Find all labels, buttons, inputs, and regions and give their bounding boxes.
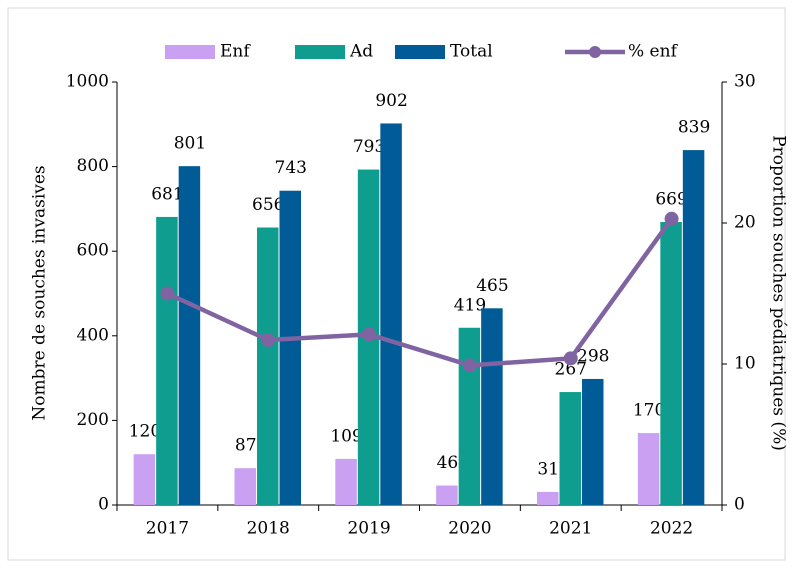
- y2-tick-label: 30: [734, 72, 756, 92]
- legend-swatch-marker: [589, 46, 601, 58]
- bar-value-label: 669: [655, 190, 687, 210]
- bar: [481, 308, 503, 505]
- x-tick-label: 2019: [347, 519, 390, 539]
- line-series: [166, 217, 674, 368]
- bar-value-label: 801: [174, 134, 206, 154]
- bar-value-label: 267: [555, 360, 587, 380]
- bar: [637, 433, 660, 505]
- chart-frame: [7, 7, 786, 561]
- legend-swatch: [165, 45, 215, 59]
- line-marker: [664, 211, 679, 226]
- y2-tick-label: 20: [734, 213, 756, 233]
- bar: [133, 454, 156, 505]
- bar-value-label: 902: [375, 91, 407, 111]
- bar: [257, 227, 279, 505]
- bar: [660, 222, 682, 505]
- y-tick-label: 0: [98, 495, 109, 515]
- bar: [279, 190, 301, 505]
- legend-label: Enf: [220, 42, 251, 62]
- bar: [458, 327, 481, 505]
- line-marker: [160, 286, 175, 301]
- bar: [537, 491, 559, 505]
- bar-value-label: 87: [235, 436, 257, 456]
- x-tick-label: 2020: [448, 519, 491, 539]
- bar: [436, 485, 458, 505]
- bar-value-label: 419: [454, 295, 486, 315]
- y-tick-label: 800: [77, 156, 109, 176]
- bar: [380, 123, 402, 505]
- line-marker: [563, 351, 578, 366]
- bar-value-label: 109: [330, 426, 362, 446]
- bar-value-label: 298: [577, 346, 609, 366]
- bar: [178, 166, 201, 505]
- y2-tick-label: 0: [734, 495, 745, 515]
- legend-label: Total: [450, 42, 493, 62]
- bar: [335, 458, 357, 505]
- y-tick-label: 600: [77, 241, 109, 261]
- bar: [156, 216, 178, 505]
- y-tick-label: 400: [77, 325, 109, 345]
- bar-value-label: 839: [678, 118, 710, 138]
- bar-value-label: 465: [476, 276, 508, 296]
- line-marker: [362, 327, 377, 342]
- legend-label: Ad: [349, 42, 373, 62]
- bar-value-label: 170: [633, 401, 665, 421]
- legend-label: % enf: [628, 42, 679, 62]
- x-tick-label: 2021: [549, 519, 592, 539]
- x-tick-label: 2022: [650, 519, 693, 539]
- bar-value-label: 46: [437, 453, 459, 473]
- y-axis-label: Nombre de souches invasives: [30, 165, 50, 420]
- bar: [559, 392, 581, 505]
- legend-swatch: [395, 45, 445, 59]
- y2-tick-label: 10: [734, 354, 756, 374]
- bar-value-label: 656: [252, 195, 284, 215]
- bar: [682, 150, 705, 505]
- bar-value-label: 120: [129, 422, 161, 442]
- bar-value-label: 681: [151, 184, 183, 204]
- legend-swatch: [295, 45, 345, 59]
- bar-value-label: 793: [353, 137, 385, 157]
- x-tick-label: 2017: [146, 519, 189, 539]
- y2-axis-label: Proportion souches pédiatriques (%): [769, 135, 789, 451]
- y-tick-label: 200: [77, 410, 109, 430]
- bar-value-label: 743: [275, 158, 307, 178]
- x-tick-label: 2018: [247, 519, 290, 539]
- bar: [234, 468, 256, 505]
- line-marker: [462, 358, 477, 373]
- bar-value-label: 31: [537, 459, 559, 479]
- y-tick-label: 1000: [66, 72, 109, 92]
- bar: [582, 378, 604, 505]
- line-marker: [261, 333, 276, 348]
